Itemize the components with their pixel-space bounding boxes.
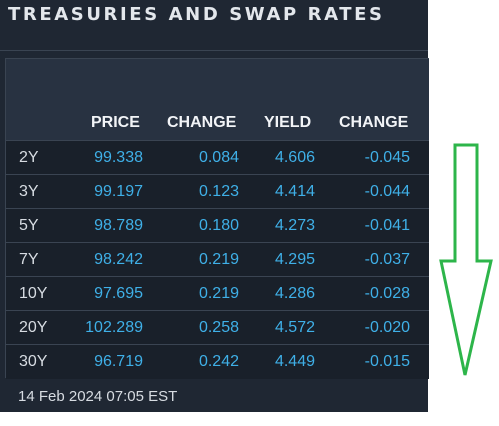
table-row: 30Y 96.719 0.242 4.449 -0.015 [6,344,429,379]
rates-table: PRICE CHANGE YIELD CHANGE 2Y 99.338 0.08… [5,58,429,379]
header-price-change: CHANGE [167,114,237,131]
yield-cell: 4.286 [274,285,315,302]
table-row: 5Y 98.789 0.180 4.273 -0.041 [6,208,429,243]
price-cell: 96.719 [94,353,143,370]
yield-cell: 4.273 [274,217,315,234]
tenor-cell: 7Y [19,251,39,268]
price-change-cell: 0.219 [198,251,239,268]
price-change-cell: 0.180 [198,217,239,234]
yield-change-cell: -0.028 [364,285,410,302]
table-row: 7Y 98.242 0.219 4.295 -0.037 [6,242,429,277]
table-row: 20Y 102.289 0.258 4.572 -0.020 [6,310,429,345]
title-divider [0,50,428,51]
yield-cell: 4.414 [274,183,315,200]
tenor-cell: 10Y [19,285,48,302]
tenor-cell: 3Y [19,183,39,200]
yield-change-cell: -0.045 [364,149,410,166]
yield-change-cell: -0.044 [364,183,410,200]
price-cell: 102.289 [85,319,143,336]
header-yield-change: CHANGE [339,114,409,131]
tenor-cell: 2Y [19,149,39,166]
treasuries-panel: TREASURIES AND SWAP RATES PRICE CHANGE Y… [0,0,429,412]
price-cell: 97.695 [94,285,143,302]
down-arrow-icon [439,143,493,376]
yield-cell: 4.606 [274,149,315,166]
table-header: PRICE CHANGE YIELD CHANGE [6,59,429,140]
panel-title: TREASURIES AND SWAP RATES [8,4,385,25]
header-price: PRICE [91,114,140,131]
timestamp: 14 Feb 2024 07:05 EST [18,388,178,405]
tenor-cell: 20Y [19,319,48,336]
price-change-cell: 0.219 [198,285,239,302]
price-cell: 98.242 [94,251,143,268]
table-row: 10Y 97.695 0.219 4.286 -0.028 [6,276,429,311]
price-change-cell: 0.242 [198,353,239,370]
price-change-cell: 0.084 [198,149,239,166]
yield-change-cell: -0.037 [364,251,410,268]
tenor-cell: 5Y [19,217,39,234]
yield-change-cell: -0.020 [364,319,410,336]
yield-cell: 4.449 [274,353,315,370]
table-row: 3Y 99.197 0.123 4.414 -0.044 [6,174,429,209]
price-change-cell: 0.123 [198,183,239,200]
header-yield: YIELD [264,114,312,131]
yield-cell: 4.572 [274,319,315,336]
price-cell: 99.197 [94,183,143,200]
price-cell: 98.789 [94,217,143,234]
tenor-cell: 30Y [19,353,48,370]
yield-change-cell: -0.041 [364,217,410,234]
price-cell: 99.338 [94,149,143,166]
yield-change-cell: -0.015 [364,353,410,370]
price-change-cell: 0.258 [198,319,239,336]
table-row: 2Y 99.338 0.084 4.606 -0.045 [6,140,429,175]
yield-cell: 4.295 [274,251,315,268]
